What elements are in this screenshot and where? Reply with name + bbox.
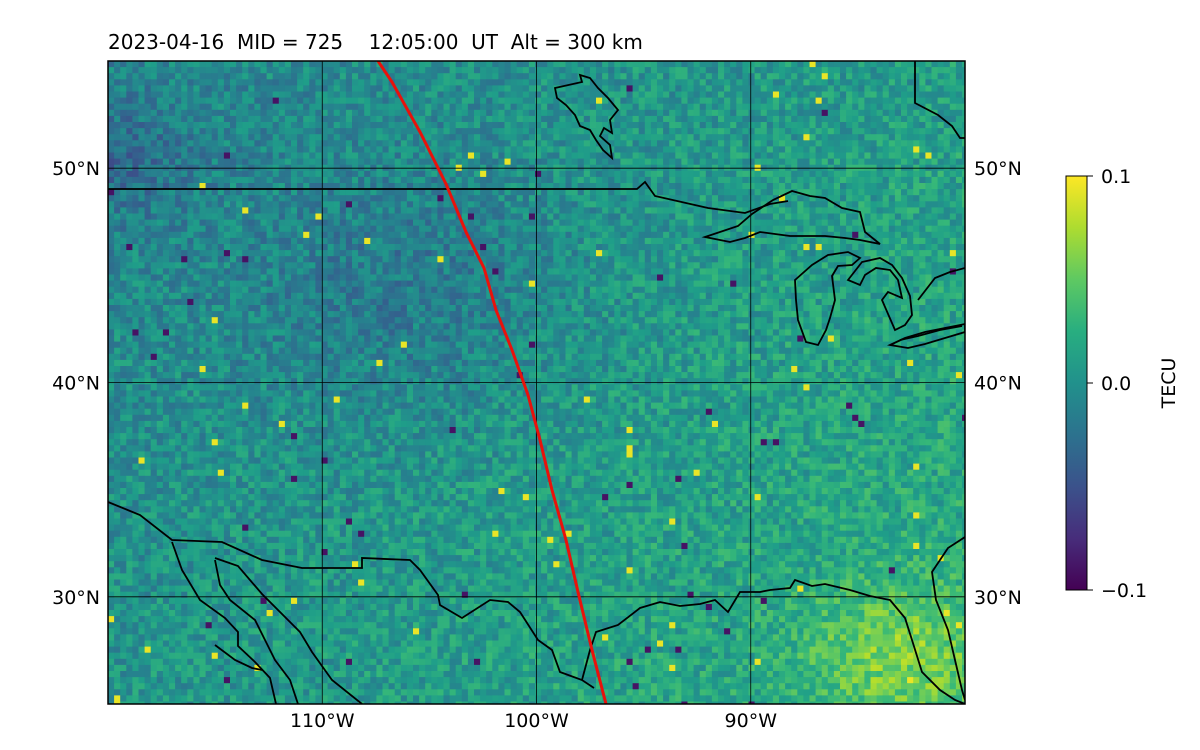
lon-tick-label: 90°W bbox=[725, 710, 778, 732]
gulf-california-east bbox=[214, 557, 363, 704]
james-bay-coast bbox=[553, 73, 620, 161]
lake-huron bbox=[846, 257, 913, 332]
lake-ontario-edge bbox=[899, 325, 963, 341]
lat-tick-label-left: 50°N bbox=[52, 158, 100, 180]
coastlines bbox=[108, 61, 965, 704]
colorbar-tick-label: 0.1 bbox=[1101, 166, 1131, 188]
gulf-coast bbox=[581, 578, 965, 704]
axis-ticks: 30°N 30°N 40°N 40°N 50°N 50°N 110°W 100°W 90°W bbox=[52, 158, 1022, 732]
lat-tick-label-left: 40°N bbox=[52, 373, 100, 395]
colorbar-tick-label: −0.1 bbox=[1101, 580, 1147, 602]
baja-gulf-coast bbox=[171, 541, 277, 704]
us-mexico-border bbox=[108, 501, 595, 689]
lat-tick-label-right: 40°N bbox=[974, 373, 1022, 395]
lat-tick-label-right: 30°N bbox=[974, 587, 1022, 609]
title-mid: MID = 725 bbox=[236, 30, 344, 54]
tec-field bbox=[108, 61, 965, 704]
lon-tick-label: 100°W bbox=[504, 710, 569, 732]
sonora-coast bbox=[214, 644, 263, 671]
map-frame bbox=[107, 60, 966, 705]
title-date: 2023-04-16 bbox=[108, 30, 225, 54]
hudson-bay-coast bbox=[914, 61, 965, 139]
colorbar-label: TECU bbox=[1158, 358, 1180, 410]
georgian-bay bbox=[917, 267, 965, 301]
colorbar-tick-label: 0.0 bbox=[1101, 373, 1131, 395]
baja-peninsula bbox=[214, 559, 299, 704]
colorbar: 0.1 0.0 −0.1 TECU bbox=[1065, 166, 1180, 602]
map-title: 2023-04-16 MID = 725 12:05:00 UT Alt = 3… bbox=[108, 30, 643, 54]
atlantic-coast bbox=[931, 536, 965, 701]
title-time: 12:05:00 UT bbox=[368, 30, 498, 54]
lake-michigan bbox=[794, 251, 862, 347]
lat-tick-label-left: 30°N bbox=[52, 587, 100, 609]
graticule bbox=[108, 61, 965, 704]
lon-tick-label: 110°W bbox=[290, 710, 355, 732]
satellite-track bbox=[376, 61, 608, 704]
title-alt: Alt = 300 km bbox=[510, 30, 643, 54]
lake-erie bbox=[886, 323, 965, 349]
lake-superior bbox=[701, 190, 881, 245]
lat-tick-label-right: 50°N bbox=[974, 158, 1022, 180]
colorbar-gradient bbox=[1065, 175, 1088, 591]
